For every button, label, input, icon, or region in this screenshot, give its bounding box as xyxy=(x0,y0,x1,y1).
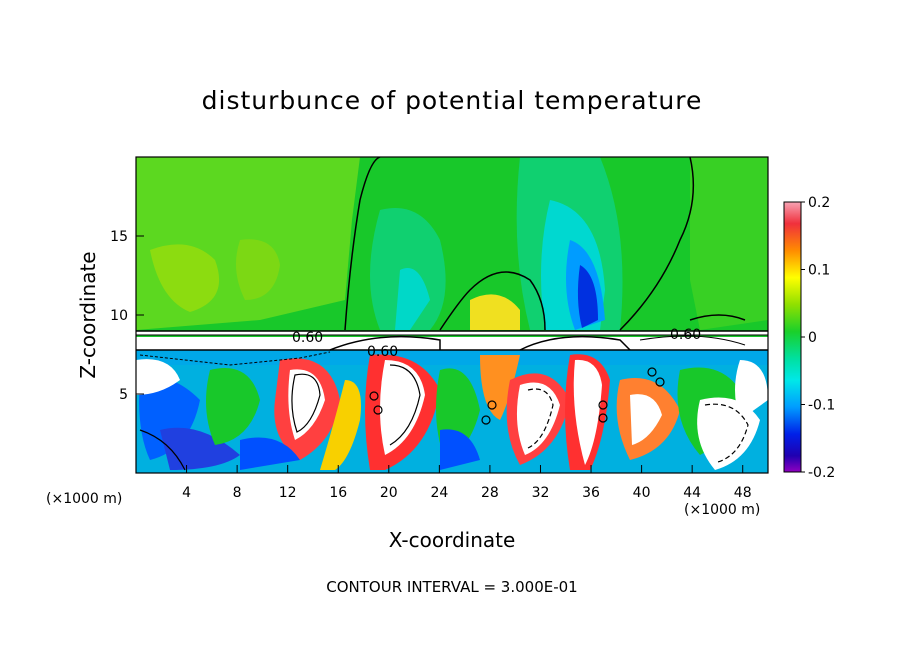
x-tick-label: 28 xyxy=(481,485,499,501)
y-tick-label: 15 xyxy=(110,229,128,245)
y-tick-label: 5 xyxy=(119,387,128,403)
y-tick-label: 10 xyxy=(110,308,128,324)
x-tick-label: 4 xyxy=(182,485,191,501)
z-unit-label: (×1000 m) xyxy=(46,491,123,507)
colorbar-tick-label: 0.1 xyxy=(808,263,830,279)
colorbar xyxy=(783,201,802,473)
colorbar-tick-label: 0 xyxy=(808,330,817,346)
contour-label: 0.60 xyxy=(367,344,398,360)
x-tick-label: 20 xyxy=(380,485,398,501)
contour-label: 0.60 xyxy=(292,330,323,346)
x-unit-label: (×1000 m) xyxy=(684,502,761,518)
colorbar-tick-label: -0.2 xyxy=(808,465,835,481)
heatmap-field xyxy=(136,157,768,473)
x-tick-label: 40 xyxy=(633,485,651,501)
colorbar-ticks: 0.2 0.1 0 -0.1 -0.2 xyxy=(801,195,835,481)
x-tick-label: 12 xyxy=(279,485,297,501)
x-tick-label: 44 xyxy=(683,485,701,501)
x-ticks: 4 8 12 16 20 24 28 32 36 40 44 48 xyxy=(182,465,752,501)
y-ticks: 5 10 15 xyxy=(110,229,144,403)
colorbar-tick-label: 0.2 xyxy=(808,195,830,211)
x-tick-label: 16 xyxy=(329,485,347,501)
colorbar-tick-label: -0.1 xyxy=(808,398,835,414)
contour-interval-note: CONTOUR INTERVAL = 3.000E-01 xyxy=(326,578,578,596)
x-tick-label: 36 xyxy=(582,485,600,501)
x-tick-label: 24 xyxy=(430,485,448,501)
x-tick-label: 48 xyxy=(734,485,752,501)
x-axis-label: X-coordinate xyxy=(388,528,516,552)
contour-label: 0.60 xyxy=(670,327,701,343)
chart-title: disturbunce of potential temperature xyxy=(201,86,703,115)
x-tick-label: 8 xyxy=(233,485,242,501)
x-tick-label: 32 xyxy=(532,485,550,501)
